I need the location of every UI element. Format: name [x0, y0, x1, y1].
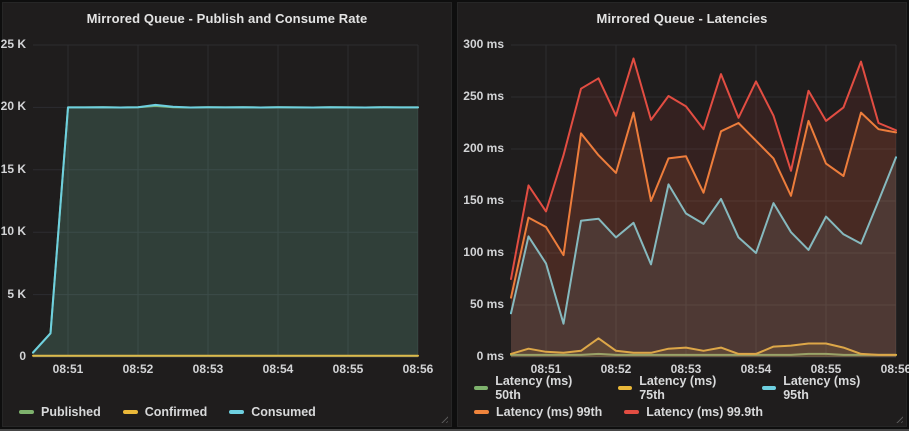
- series-fill: [33, 104, 418, 358]
- legend-item[interactable]: Latency (ms) 99th: [474, 405, 602, 419]
- legend-item[interactable]: Latency (ms) 95th: [762, 374, 884, 402]
- window-edge: [0, 429, 909, 431]
- x-tick-label: 08:53: [192, 362, 224, 376]
- legend-dash-icon: [474, 410, 489, 414]
- y-tick-label: 10 K: [0, 224, 26, 239]
- chart-canvas[interactable]: [458, 3, 908, 428]
- y-tick-label: 20 K: [0, 99, 26, 114]
- series-fill: [511, 112, 896, 357]
- legend-row: Latency (ms) 50th Latency (ms) 75th Latenc…: [474, 374, 906, 402]
- legend-dash-icon: [122, 410, 138, 414]
- panel-latencies: Mirrored Queue - Latencies 300 ms 250 ms 2…: [457, 2, 909, 428]
- legend-label: Consumed: [251, 405, 316, 419]
- legend-label: Latency (ms) 95th: [783, 374, 861, 402]
- y-tick-label: 50 ms: [469, 297, 504, 311]
- series-line: [510, 337, 897, 356]
- x-tick-label: 08:54: [262, 362, 294, 376]
- panel-publish-consume-rate: Mirrored Queue - Publish and Consume Rat…: [0, 2, 453, 428]
- legend-label: Latency (ms) 75th: [639, 374, 717, 402]
- legend-label: Latency (ms) 99.9th: [646, 405, 763, 419]
- y-tick-label: 0 ms: [476, 349, 504, 363]
- series-line: [510, 156, 897, 325]
- x-tick-label: 08:51: [52, 362, 84, 376]
- legend-row: Published Confirmed Consumed: [19, 405, 338, 419]
- x-tick-label: 08:52: [122, 362, 154, 376]
- legend-dash-icon: [762, 386, 777, 390]
- series-fill: [511, 157, 896, 357]
- legend-item[interactable]: Latency (ms) 99.9th: [624, 405, 763, 419]
- x-tick-label: 08:55: [332, 362, 364, 376]
- x-tick-label: 08:56: [880, 362, 909, 376]
- y-tick-label: 200 ms: [463, 141, 504, 155]
- legend: Published Confirmed Consumed: [19, 402, 338, 419]
- series-fill: [511, 58, 896, 357]
- legend-label: Confirmed: [144, 405, 208, 419]
- legend-dash-icon: [618, 386, 633, 390]
- x-tick-label: 08:53: [670, 362, 702, 376]
- legend-item[interactable]: Latency (ms) 50th: [474, 374, 596, 402]
- y-tick-label: 100 ms: [463, 245, 504, 259]
- legend-item[interactable]: Latency (ms) 75th: [618, 374, 740, 402]
- legend-label: Latency (ms) 50th: [495, 374, 573, 402]
- chart-canvas[interactable]: [3, 3, 453, 428]
- x-tick-label: 08:55: [810, 362, 842, 376]
- series-fill: [33, 105, 418, 358]
- x-tick-label: 08:54: [740, 362, 772, 376]
- legend-label: Latency (ms) 99th: [496, 405, 603, 419]
- legend-item[interactable]: Published: [19, 405, 101, 419]
- panel-title[interactable]: Mirrored Queue - Latencies: [596, 11, 768, 26]
- series-fill: [511, 338, 896, 357]
- y-tick-label: 25 K: [0, 37, 26, 51]
- y-tick-label: 15 K: [0, 161, 26, 176]
- y-tick-label: 250 ms: [463, 89, 504, 103]
- y-tick-label: 5 K: [7, 286, 26, 301]
- legend: Latency (ms) 50th Latency (ms) 75th Latenc…: [474, 371, 906, 419]
- x-tick-label: 08:51: [530, 362, 562, 376]
- x-tick-label: 08:56: [402, 362, 434, 376]
- y-tick-label: 0: [19, 349, 26, 363]
- legend-dash-icon: [19, 410, 34, 414]
- resize-handle-icon[interactable]: [439, 414, 448, 423]
- series-line: [510, 352, 897, 356]
- legend-item[interactable]: Confirmed: [122, 405, 208, 419]
- legend-item[interactable]: Consumed: [229, 405, 316, 419]
- legend-label: Published: [41, 405, 101, 419]
- panel-title[interactable]: Mirrored Queue - Publish and Consume Rat…: [86, 11, 368, 26]
- legend-dash-icon: [624, 410, 640, 414]
- series-line: [510, 111, 897, 299]
- resize-handle-icon[interactable]: [894, 414, 903, 423]
- legend-dash-icon: [229, 410, 245, 414]
- series-line: [32, 103, 419, 354]
- x-tick-label: 08:52: [600, 362, 632, 376]
- legend-dash-icon: [474, 386, 489, 390]
- series-line: [510, 57, 897, 280]
- legend-row: Latency (ms) 99th Latency (ms) 99.9th: [474, 405, 906, 419]
- y-tick-label: 150 ms: [463, 193, 504, 207]
- y-tick-label: 300 ms: [463, 37, 504, 51]
